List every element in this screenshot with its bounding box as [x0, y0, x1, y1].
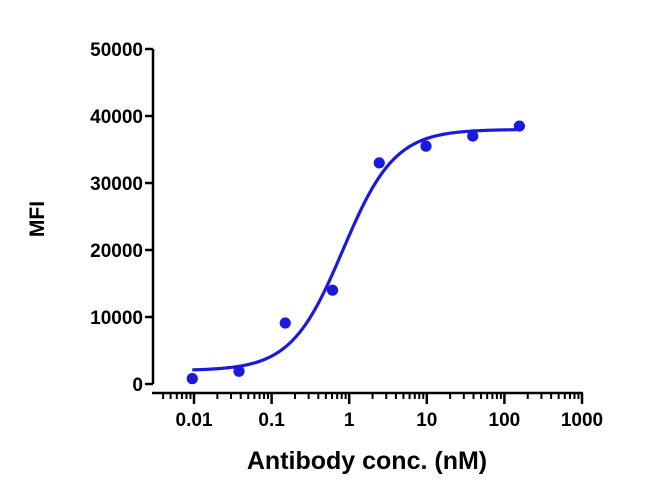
x-axis: 0.01 0.1 1 10 100 1000 — [152, 391, 603, 431]
x-tick-label: 10 — [416, 410, 437, 431]
x-tick-label: 0.01 — [176, 410, 213, 431]
data-point — [326, 284, 339, 296]
data-point — [513, 120, 525, 132]
y-tick-label: 0 — [132, 375, 143, 396]
y-tick-label: 30000 — [90, 174, 143, 195]
data-point — [467, 130, 479, 142]
data-point — [420, 140, 432, 152]
y-tick-label: 50000 — [90, 40, 143, 61]
data-point — [279, 317, 291, 329]
x-tick-label: 0.1 — [258, 410, 285, 431]
y-tick-label: 10000 — [90, 308, 143, 329]
y-tick-label: 20000 — [90, 241, 143, 262]
y-axis-title: MFI — [26, 201, 49, 237]
y-tick-label: 40000 — [90, 107, 143, 128]
y-axis: 0 10000 20000 30000 40000 50000 — [90, 40, 155, 396]
x-tick-label: 1 — [344, 410, 355, 431]
data-point — [186, 373, 198, 385]
data-point — [233, 365, 245, 377]
data-points — [186, 120, 525, 385]
data-point — [373, 157, 385, 169]
fit-curve-line — [192, 128, 520, 372]
x-axis-title: Antibody conc. (nM) — [247, 447, 487, 475]
x-tick-label: 1000 — [561, 410, 603, 431]
x-tick-label: 100 — [489, 410, 521, 431]
